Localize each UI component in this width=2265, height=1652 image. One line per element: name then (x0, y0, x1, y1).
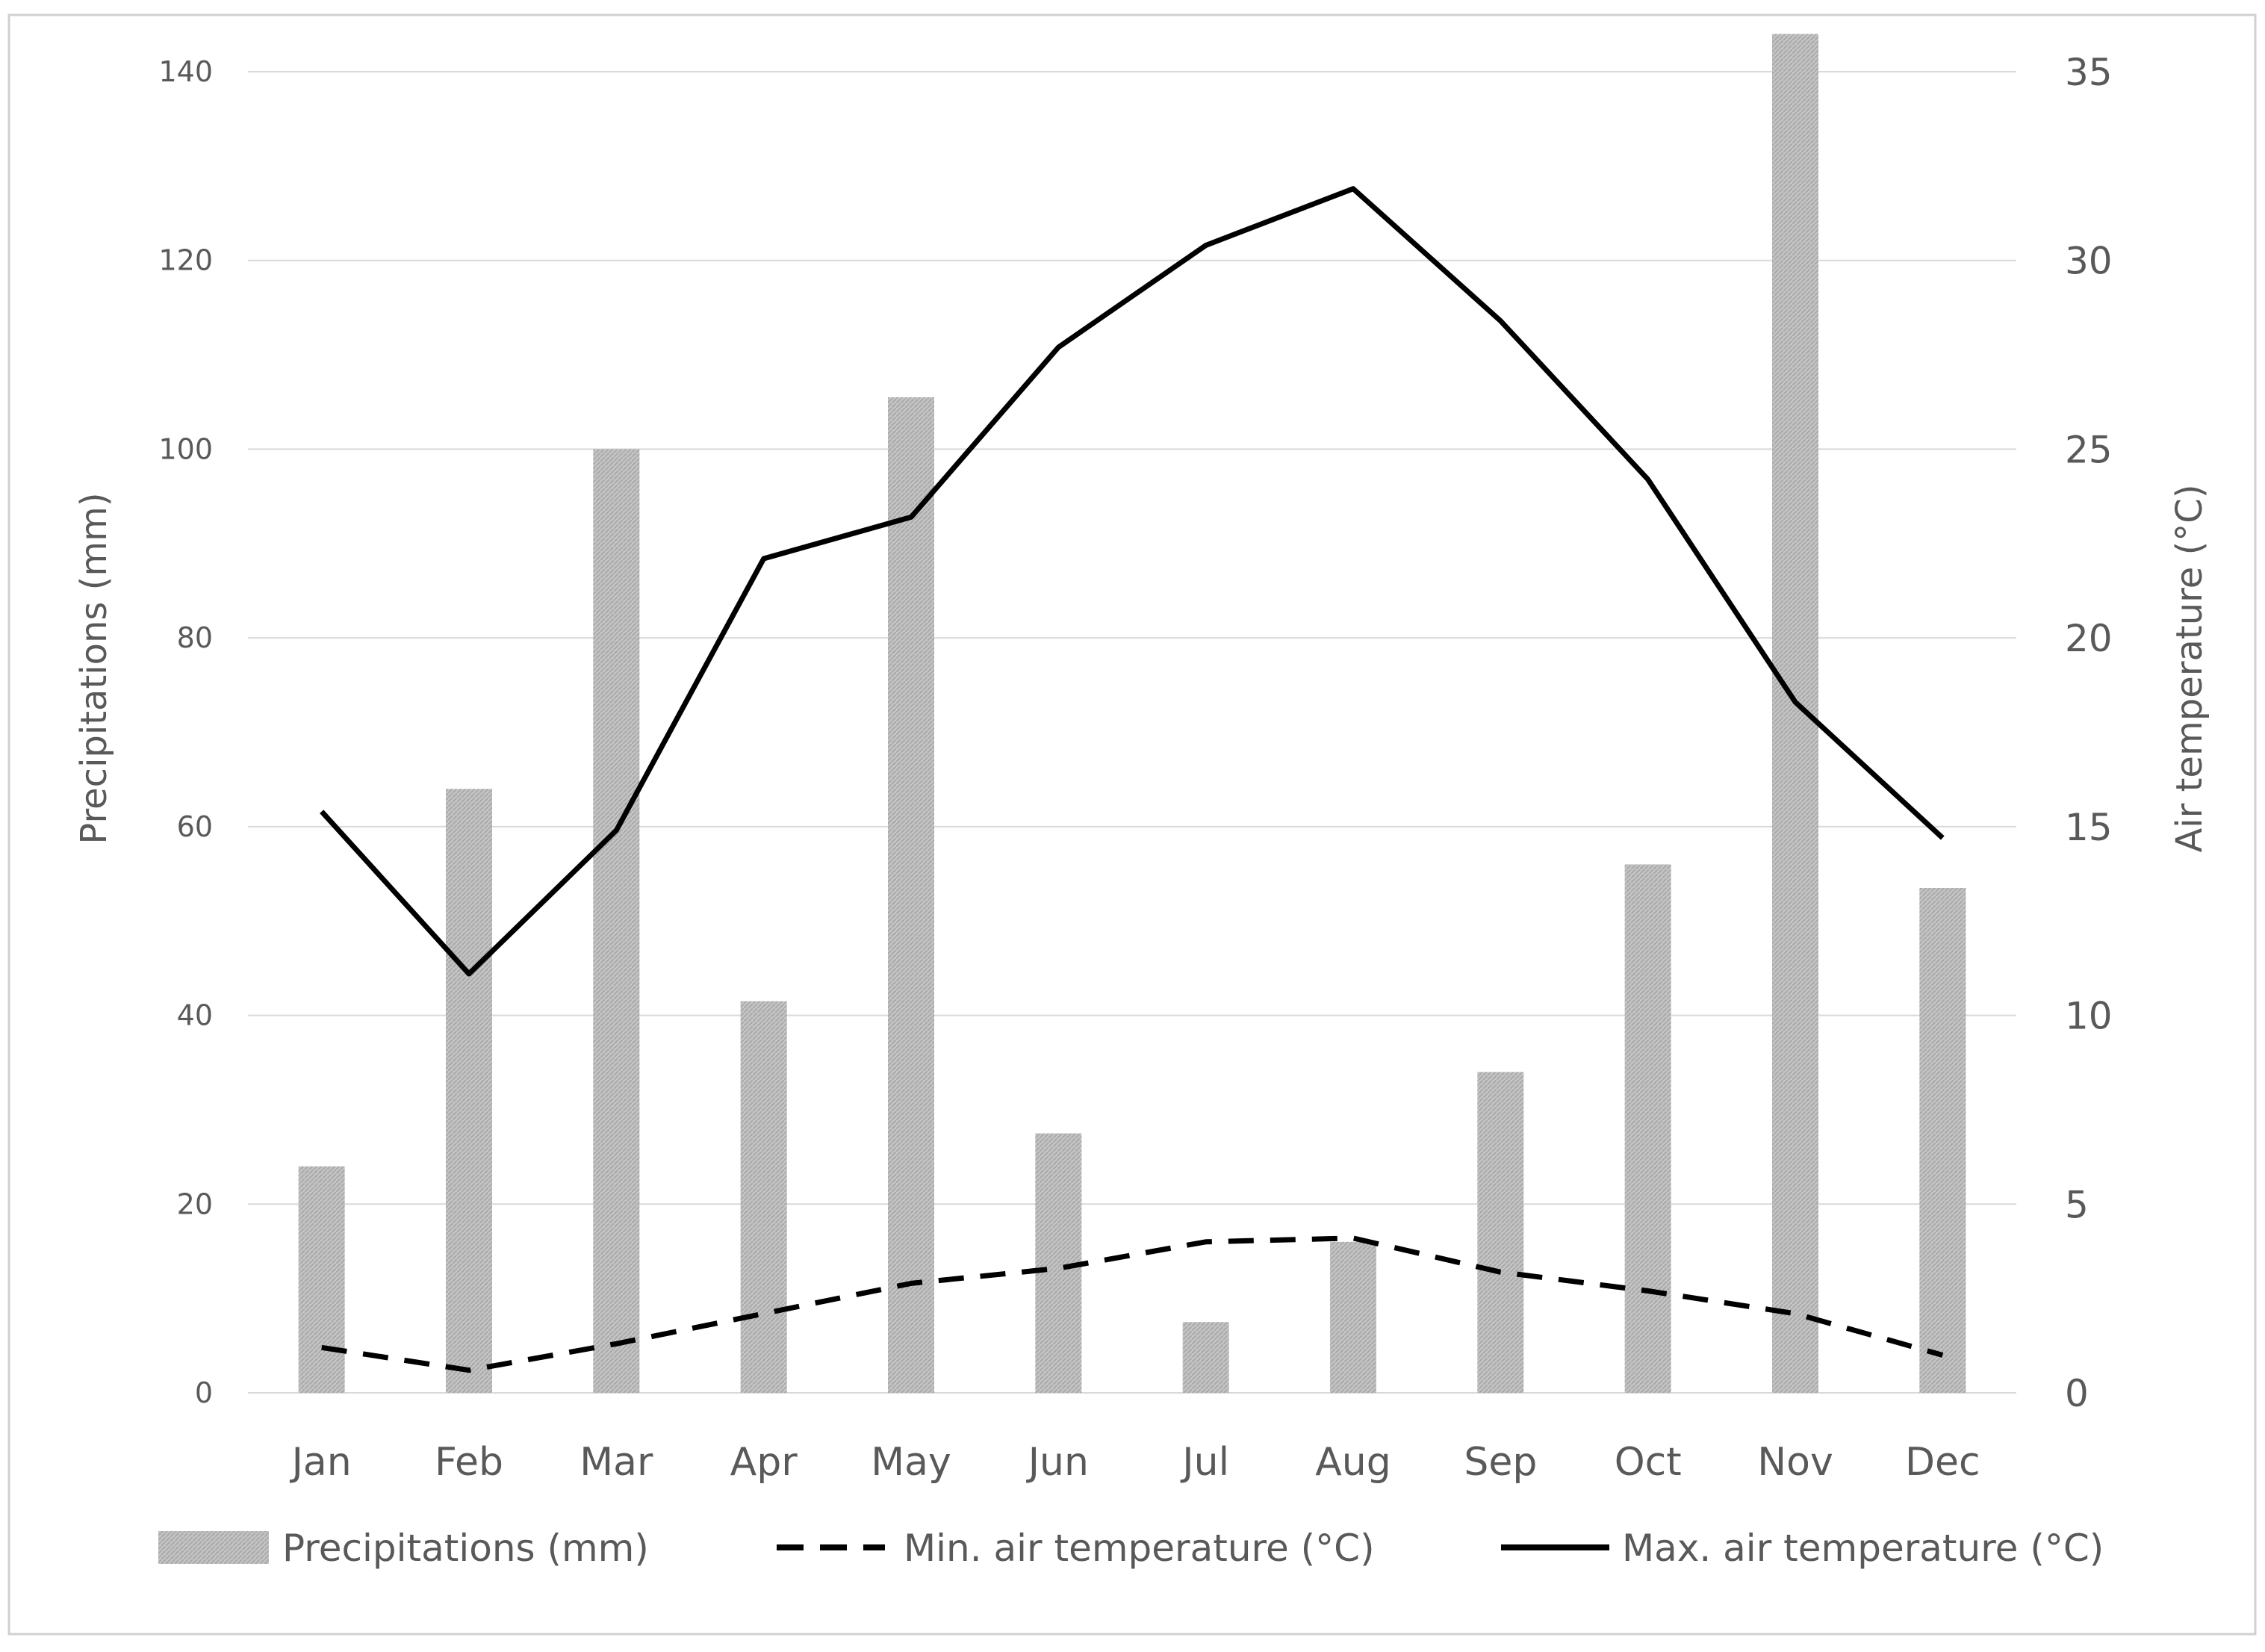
precipitation-bar (1624, 864, 1671, 1393)
legend-label-precipitation: Precipitations (mm) (282, 1527, 649, 1570)
precipitation-bars (298, 34, 1966, 1393)
x-tick-label: Aug (1315, 1440, 1391, 1485)
y-left-tick-label: 60 (177, 810, 213, 843)
gridlines (248, 71, 2016, 1394)
x-tick-label: Jul (1180, 1440, 1229, 1485)
x-tick-label: Apr (730, 1440, 798, 1485)
x-tick-label: Jun (1026, 1440, 1089, 1485)
x-tick-label: Mar (580, 1440, 653, 1485)
chart-frame (7, 13, 2257, 1636)
precipitation-bar (446, 789, 492, 1393)
y-left-tick-label: 100 (158, 432, 213, 465)
y-left-tick-label: 120 (158, 244, 213, 277)
y-left-tick-label: 0 (195, 1376, 213, 1409)
max-temperature-line (320, 186, 1945, 977)
precipitation-bar (1182, 1322, 1229, 1393)
precipitation-bar (740, 1001, 787, 1393)
precipitation-bar (298, 1166, 345, 1393)
legend: Precipitations (mm) Min. air temperature … (158, 1527, 2104, 1570)
y-left-tick-label: 40 (177, 999, 213, 1032)
axes: 0 20 40 60 80 100 120 140 0 5 10 15 20 25 30 35 Jan Feb Ma… (158, 51, 2112, 1485)
min-temperature-line (321, 1235, 1944, 1373)
y-right-tick-label: 15 (2065, 806, 2113, 849)
y-axis-right-label: Air temperature (°C) (2169, 484, 2210, 852)
y-left-tick-label: 80 (177, 621, 213, 654)
x-tick-label: Oct (1615, 1440, 1682, 1485)
y-right-tick-label: 25 (2065, 428, 2113, 471)
y-right-tick-label: 10 (2065, 995, 2113, 1038)
x-tick-label: May (871, 1440, 951, 1485)
x-tick-label: Feb (435, 1440, 503, 1485)
precipitation-bar (593, 449, 640, 1393)
precipitation-bar (1772, 34, 1818, 1393)
y-right-tick-label: 30 (2065, 240, 2113, 283)
legend-swatch-precipitation (158, 1531, 269, 1564)
temperature-lines (320, 186, 1945, 1373)
x-tick-label: Nov (1757, 1440, 1833, 1485)
precipitation-bar (1477, 1072, 1524, 1393)
y-right-tick-label: 5 (2065, 1183, 2089, 1226)
precipitation-bar (888, 397, 934, 1393)
y-axis-left-label: Precipitations (mm) (73, 492, 115, 844)
y-right-tick-label: 20 (2065, 617, 2113, 660)
y-left-tick-label: 20 (177, 1187, 213, 1220)
y-right-tick-label: 0 (2065, 1372, 2089, 1415)
x-tick-label: Dec (1905, 1440, 1980, 1485)
precipitation-bar (1330, 1241, 1376, 1393)
precipitation-bar (1919, 887, 1966, 1393)
y-left-tick-label: 140 (158, 55, 213, 88)
legend-label-min-temperature: Min. air temperature (°C) (904, 1527, 1375, 1570)
x-tick-label: Jan (290, 1440, 352, 1485)
legend-label-max-temperature: Max. air temperature (°C) (1622, 1527, 2104, 1570)
y-right-tick-label: 35 (2065, 51, 2113, 94)
x-tick-label: Sep (1464, 1440, 1537, 1485)
